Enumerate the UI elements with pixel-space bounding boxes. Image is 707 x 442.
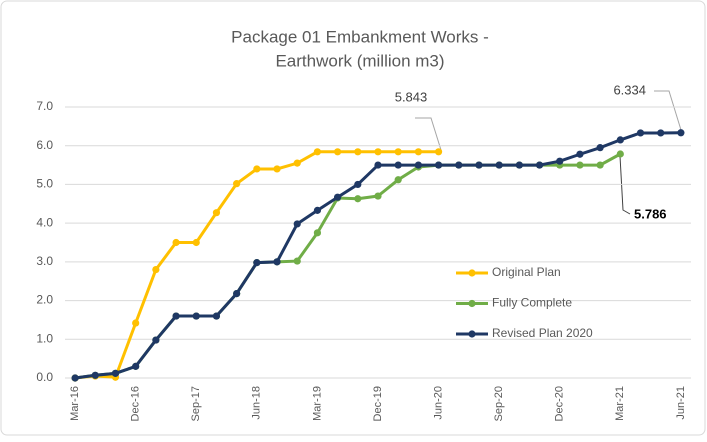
point	[354, 195, 362, 203]
leader-line	[415, 117, 442, 151]
x-tick-label: Dec-16	[130, 386, 142, 421]
x-tick-label: Mar-21	[614, 386, 626, 421]
point	[374, 148, 382, 156]
point	[414, 148, 422, 156]
point	[535, 161, 544, 169]
y-tick-label: 3.0	[36, 254, 53, 268]
point	[576, 161, 584, 169]
point	[192, 312, 200, 320]
point	[636, 129, 645, 137]
chart-title: Package 01 Embankment Works -	[231, 27, 489, 46]
annotation: 5.786	[634, 206, 667, 221]
point	[253, 259, 261, 267]
point	[354, 148, 362, 156]
legend-label: Fully Complete	[492, 296, 572, 310]
y-tick-label: 7.0	[36, 99, 53, 113]
x-tick-label: Jun-20	[432, 386, 444, 420]
y-tick-label: 5.0	[36, 177, 53, 191]
point	[414, 161, 422, 169]
point	[233, 290, 241, 298]
point	[192, 238, 200, 247]
point	[334, 193, 342, 201]
x-tick-label: Jun-21	[675, 386, 687, 420]
leader-line	[654, 90, 682, 131]
point	[313, 148, 322, 156]
point	[111, 369, 120, 377]
point	[394, 176, 402, 184]
point	[434, 161, 443, 169]
y-tick-label: 0.0	[36, 370, 53, 384]
point	[172, 312, 180, 320]
point	[515, 161, 523, 169]
point	[212, 209, 221, 217]
point	[71, 374, 79, 382]
point	[374, 192, 382, 200]
point	[293, 220, 301, 228]
point	[172, 238, 180, 247]
point	[253, 165, 261, 173]
leader-line	[619, 155, 631, 215]
point	[596, 161, 604, 169]
point	[273, 258, 281, 266]
legend-marker	[468, 299, 476, 308]
point	[576, 150, 584, 158]
legend-marker	[468, 269, 476, 277]
point	[233, 180, 241, 188]
annotation: 5.843	[395, 89, 428, 104]
legend-label: Original Plan	[492, 265, 561, 279]
point	[657, 129, 665, 137]
y-tick-label: 1.0	[36, 331, 53, 345]
point	[556, 157, 564, 165]
point	[293, 159, 301, 167]
point	[455, 161, 463, 169]
legend-marker	[468, 330, 476, 338]
point	[374, 161, 382, 169]
point	[91, 371, 99, 379]
point	[616, 136, 624, 144]
point	[152, 336, 160, 344]
point	[495, 161, 503, 169]
y-tick-label: 2.0	[36, 293, 53, 307]
x-tick-label: Dec-19	[372, 386, 384, 421]
point	[394, 161, 402, 169]
point	[132, 319, 140, 327]
point	[313, 229, 322, 237]
x-tick-label: Jun-18	[251, 386, 263, 420]
point	[434, 148, 443, 156]
point	[394, 148, 402, 156]
point	[313, 206, 322, 214]
x-tick-label: Sep-20	[493, 386, 505, 421]
point	[132, 362, 140, 370]
x-tick-label: Sep-17	[190, 386, 202, 421]
x-tick-label: Dec-20	[554, 386, 566, 421]
point	[212, 312, 221, 320]
point	[475, 161, 483, 169]
annotation: 6.334	[613, 82, 646, 97]
point	[334, 148, 342, 156]
chart-title: Earthwork (million m3)	[275, 51, 444, 70]
point	[354, 180, 362, 189]
point	[677, 129, 685, 137]
y-tick-label: 4.0	[36, 215, 53, 229]
point	[616, 150, 624, 158]
point	[293, 257, 301, 265]
y-tick-label: 6.0	[36, 138, 53, 152]
legend-label: Revised Plan 2020	[492, 326, 593, 340]
x-tick-label: Mar-19	[311, 386, 323, 421]
point	[596, 144, 604, 152]
point	[152, 266, 160, 274]
point	[273, 165, 281, 173]
x-tick-label: Mar-16	[69, 386, 81, 421]
